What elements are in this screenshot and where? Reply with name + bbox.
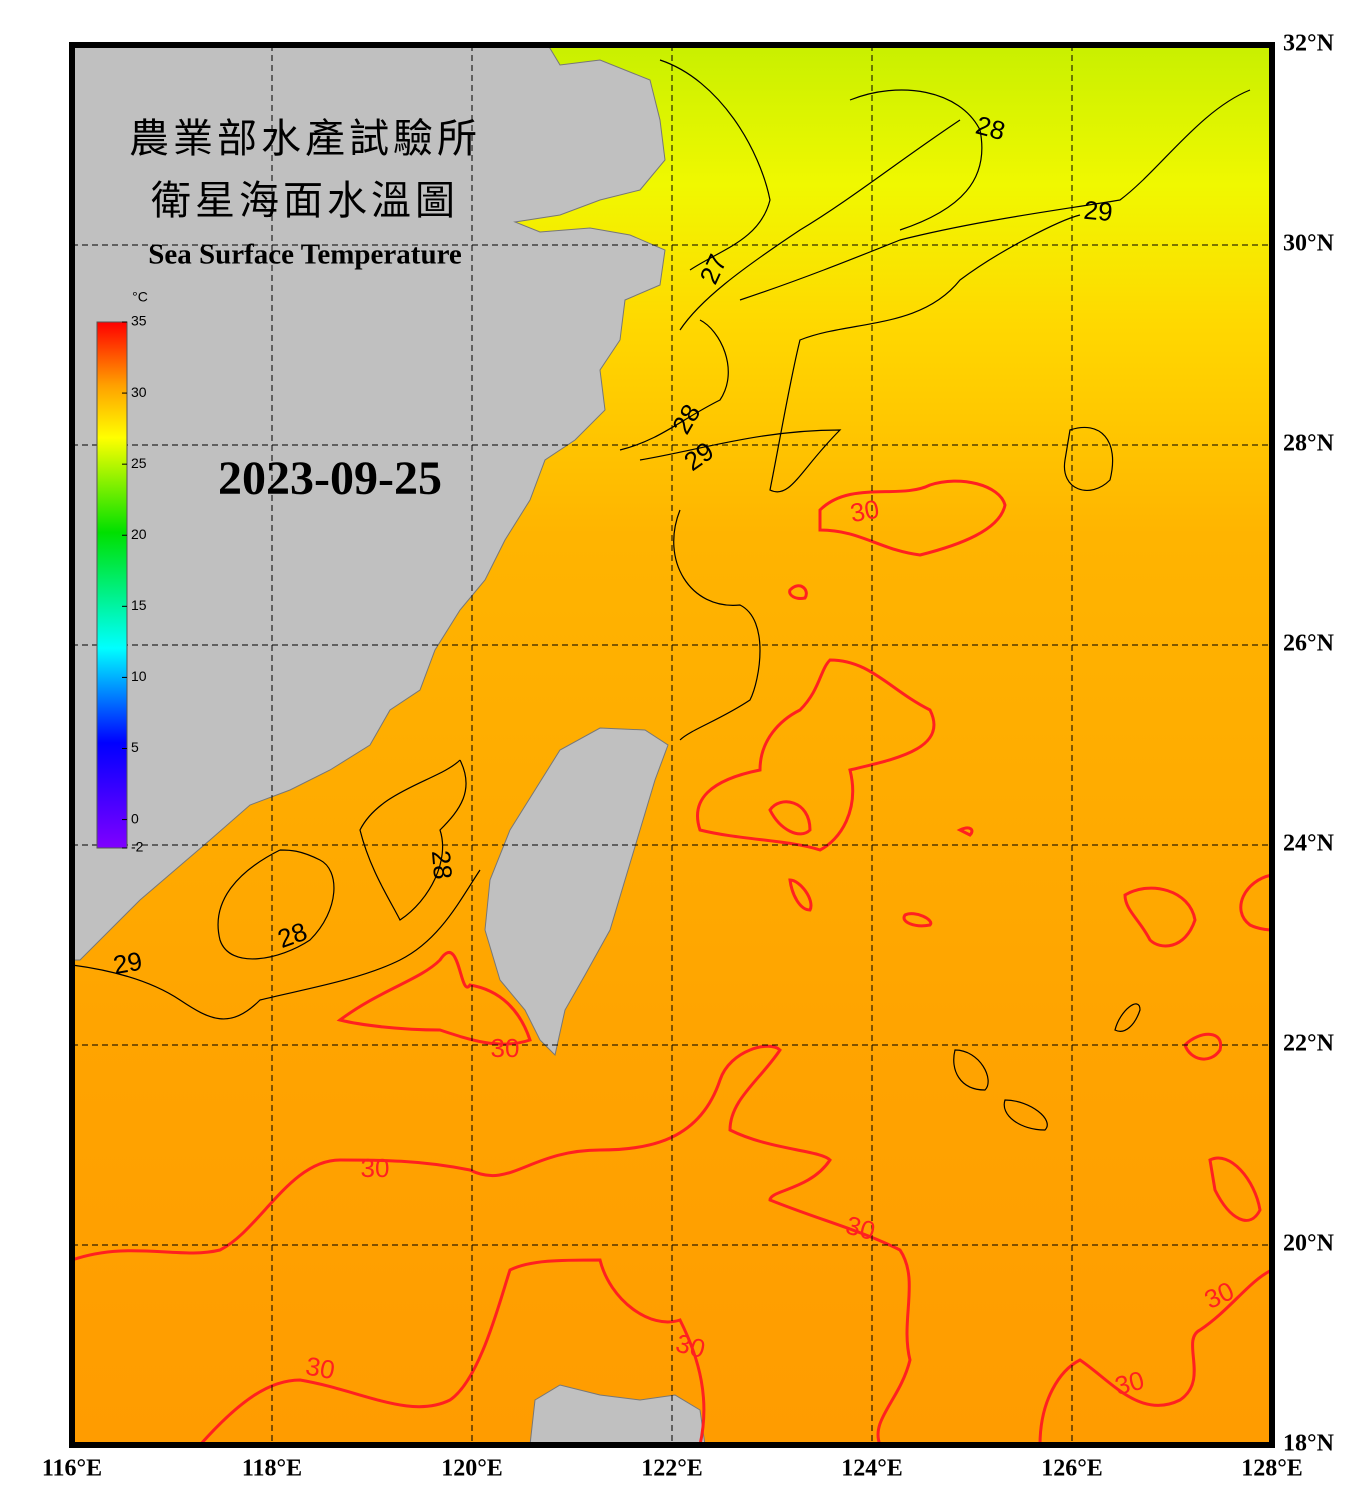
x-tick-label: 126°E xyxy=(1041,1456,1103,1482)
x-tick-label: 122°E xyxy=(641,1456,703,1482)
y-tick-label: 30°N xyxy=(1283,231,1335,257)
x-tick-label: 118°E xyxy=(242,1456,302,1482)
y-tick-label: 20°N xyxy=(1283,1231,1335,1257)
contour-line xyxy=(1038,1268,1272,1445)
contour-line xyxy=(619,319,729,451)
contour-line xyxy=(198,1258,706,1445)
contour-line xyxy=(72,1044,912,1445)
contour-line xyxy=(336,950,532,1046)
contour-line xyxy=(673,509,761,741)
colorbar-tick-label: 10 xyxy=(131,668,147,684)
contour-line xyxy=(768,584,1272,1222)
colorbar-tick-label: 35 xyxy=(131,313,147,329)
colorbar-tick-label: 5 xyxy=(131,739,139,755)
contour-label: 30 xyxy=(304,1351,338,1386)
contour-line xyxy=(739,89,1251,301)
grid xyxy=(72,45,1272,1445)
contour-label: 30 xyxy=(491,1033,520,1063)
x-tick-label: 120°E xyxy=(441,1456,503,1482)
contour-line xyxy=(818,479,1007,557)
y-tick-label: 18°N xyxy=(1283,1431,1335,1457)
contour-label: 30 xyxy=(361,1153,390,1183)
date: 2023-09-25 xyxy=(218,452,442,505)
x-tick-label: 128°E xyxy=(1241,1456,1303,1482)
colorbar-tick-label: -2 xyxy=(131,839,144,855)
y-tick-label: 24°N xyxy=(1283,831,1335,857)
colorbar-tick-label: 25 xyxy=(131,455,147,471)
colorbar-scale xyxy=(96,321,128,849)
contour-line xyxy=(639,214,1081,493)
contour-line xyxy=(659,59,983,271)
map-area xyxy=(72,45,1272,1445)
taiwan-land xyxy=(484,727,669,1056)
x-tick-label: 116°E xyxy=(42,1456,102,1482)
contour-label: 28 xyxy=(426,849,458,880)
contours-black xyxy=(72,59,1251,1131)
colorbar-tick-label: 15 xyxy=(131,597,147,613)
china-land xyxy=(72,45,666,961)
title-en: Sea Surface Temperature xyxy=(148,239,462,271)
y-tick-label: 26°N xyxy=(1283,631,1335,657)
colorbar-tick-label: 30 xyxy=(131,384,147,400)
contour-line xyxy=(696,658,936,852)
contour-line xyxy=(72,869,481,1020)
y-tick-label: 22°N xyxy=(1283,1031,1335,1057)
contours-red xyxy=(72,479,1272,1445)
contour-line xyxy=(359,759,467,921)
map-frame xyxy=(69,42,1275,1448)
title-zh-2: 衛星海面水溫圖 xyxy=(151,178,459,223)
x-tick-label: 124°E xyxy=(841,1456,903,1482)
title-block: 農業部水產試驗所 衛星海面水溫圖 Sea Surface Temperature… xyxy=(129,116,481,505)
contour-label: 29 xyxy=(1082,195,1113,227)
contour-line xyxy=(953,426,1141,1131)
y-tick-label: 32°N xyxy=(1283,31,1335,57)
colorbar: °C -2 0 5 10 15 20 25 30 35 xyxy=(96,289,148,855)
colorbar-tick-label: 20 xyxy=(131,526,147,542)
contour-label: 29 xyxy=(111,946,145,981)
colorbar-unit: °C xyxy=(132,289,148,305)
contour-line xyxy=(679,119,961,331)
y-tick-label: 28°N xyxy=(1283,431,1335,457)
contour-label: 30 xyxy=(848,494,882,529)
contour-line xyxy=(217,849,335,960)
title-zh-1: 農業部水產試驗所 xyxy=(129,116,481,161)
colorbar-tick-label: 0 xyxy=(131,810,139,826)
